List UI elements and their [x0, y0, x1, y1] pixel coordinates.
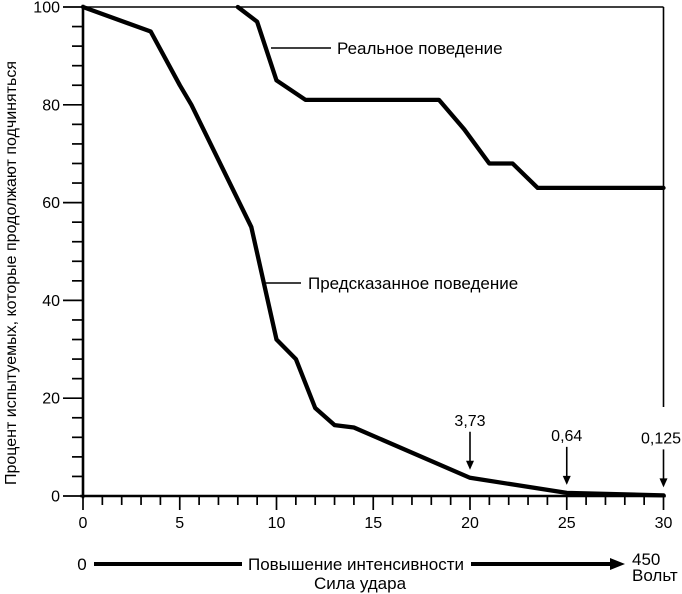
x-tick-label: 25	[558, 515, 576, 532]
x-tick-label: 0	[79, 515, 88, 532]
annotation-arrowhead-icon	[562, 475, 571, 485]
y-tick-label: 100	[33, 0, 60, 17]
series-group	[80, 4, 666, 498]
annotation-arrowhead-icon	[466, 460, 474, 470]
x-tick-label: 30	[655, 515, 673, 532]
y-tick-label: 60	[42, 195, 60, 212]
axes-group: 0 20 40 60 80 100 0 5 10 15 20 25 30	[33, 0, 672, 532]
y-tick-label: 0	[51, 489, 60, 506]
volts-end-unit: Вольт	[632, 566, 678, 585]
volts-start-label: 0	[77, 555, 86, 574]
annotations-group: 3,73 0,64 0,125	[454, 413, 681, 488]
x-tick-label: 5	[175, 515, 184, 532]
real-behavior-label: Реальное поведение	[337, 39, 503, 58]
series-line-predicted-behavior	[80, 4, 666, 498]
x-tick-label: 15	[364, 515, 382, 532]
annotation-value-label: 0,125	[641, 430, 681, 447]
x-tick-label: 10	[268, 515, 286, 532]
intensity-label: Повышение интенсивности	[248, 555, 464, 574]
intensity-arrowhead-icon	[610, 558, 625, 570]
x-tick-label: 20	[461, 515, 479, 532]
y-tick-label: 20	[42, 391, 60, 408]
annotation-value-label: 0,64	[551, 428, 582, 445]
volts-end-value: 450	[632, 550, 660, 569]
series-line-real-behavior	[235, 4, 666, 191]
y-tick-label: 80	[42, 97, 60, 114]
y-axis-title: Процент испытуемых, которые продолжают п…	[3, 61, 20, 485]
y-tick-label: 40	[42, 293, 60, 310]
predicted-behavior-label: Предсказанное поведение	[308, 274, 518, 293]
annotation-value-label: 3,73	[454, 413, 485, 430]
shock-strength-label: Сила удара	[314, 574, 407, 593]
annotation-arrowhead-icon	[659, 478, 668, 488]
